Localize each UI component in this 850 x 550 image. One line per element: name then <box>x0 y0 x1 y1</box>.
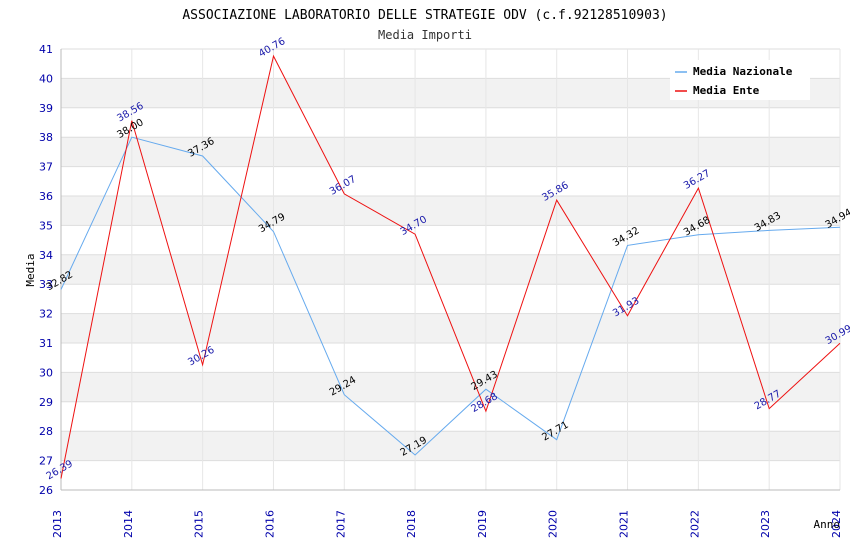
data-label: 36.27 <box>682 168 712 192</box>
data-label: 36.07 <box>328 174 358 198</box>
x-tick-label: 2020 <box>547 510 560 538</box>
chart-subtitle: Media Importi <box>378 28 472 42</box>
data-label: 40.76 <box>257 36 287 60</box>
x-tick-label: 2022 <box>688 510 701 538</box>
y-tick-label: 27 <box>39 455 53 468</box>
x-tick-label: 2023 <box>759 510 772 538</box>
legend-box <box>670 60 810 100</box>
y-tick-label: 34 <box>39 249 53 262</box>
grid-band <box>61 372 840 402</box>
y-tick-label: 33 <box>39 278 53 291</box>
x-tick-label: 2021 <box>618 510 631 538</box>
series-line-nazionale <box>60 136 841 456</box>
y-tick-label: 30 <box>39 366 53 379</box>
data-label: 34.32 <box>611 225 641 249</box>
grid-band <box>61 431 840 461</box>
y-tick-label: 26 <box>39 484 53 497</box>
y-tick-labels: 26 27 28 29 30 31 32 33 34 35 36 37 38 39 40 41 <box>39 43 53 497</box>
x-tick-label: 2015 <box>193 510 206 538</box>
y-tick-label: 32 <box>39 308 53 321</box>
y-tick-label: 29 <box>39 396 53 409</box>
data-label: 32.82 <box>45 269 75 293</box>
y-tick-label: 37 <box>39 161 53 174</box>
chart-title: ASSOCIAZIONE LABORATORIO DELLE STRATEGIE… <box>182 8 667 23</box>
y-axis-label: Media <box>24 253 37 286</box>
x-axis-label: Anno <box>814 518 841 531</box>
y-tick-label: 35 <box>39 219 53 232</box>
y-tick-label: 31 <box>39 337 53 350</box>
legend: Media Nazionale Media Ente <box>670 60 810 100</box>
x-tick-label: 2018 <box>405 510 418 538</box>
y-tick-label: 36 <box>39 190 53 203</box>
x-tick-label: 2013 <box>51 510 64 538</box>
grid-band <box>61 254 840 285</box>
y-tick-label: 41 <box>39 43 53 56</box>
x-tick-label: 2017 <box>334 510 347 538</box>
x-tick-label: 2016 <box>263 510 276 538</box>
x-tick-label: 2014 <box>122 510 135 538</box>
series-lines <box>60 54 841 479</box>
axes <box>60 49 840 491</box>
x-tick-label: 2019 <box>476 510 489 538</box>
y-tick-label: 38 <box>39 131 53 144</box>
x-tick-labels: 2013 2014 2015 2016 2017 2018 2019 2020 2021 2022… <box>51 510 843 538</box>
grid-band <box>61 137 840 167</box>
legend-label-nazionale: Media Nazionale <box>693 65 793 78</box>
data-label: 30.26 <box>186 345 216 369</box>
series-line-ente <box>60 54 841 479</box>
legend-label-ente: Media Ente <box>693 84 760 97</box>
x-tick-label: 2024 <box>830 510 843 538</box>
grid-band <box>61 196 840 226</box>
grid-bands <box>61 78 840 461</box>
grid-band <box>61 313 840 343</box>
y-tick-label: 40 <box>39 72 53 85</box>
y-tick-label: 39 <box>39 102 53 115</box>
y-tick-label: 28 <box>39 425 53 438</box>
